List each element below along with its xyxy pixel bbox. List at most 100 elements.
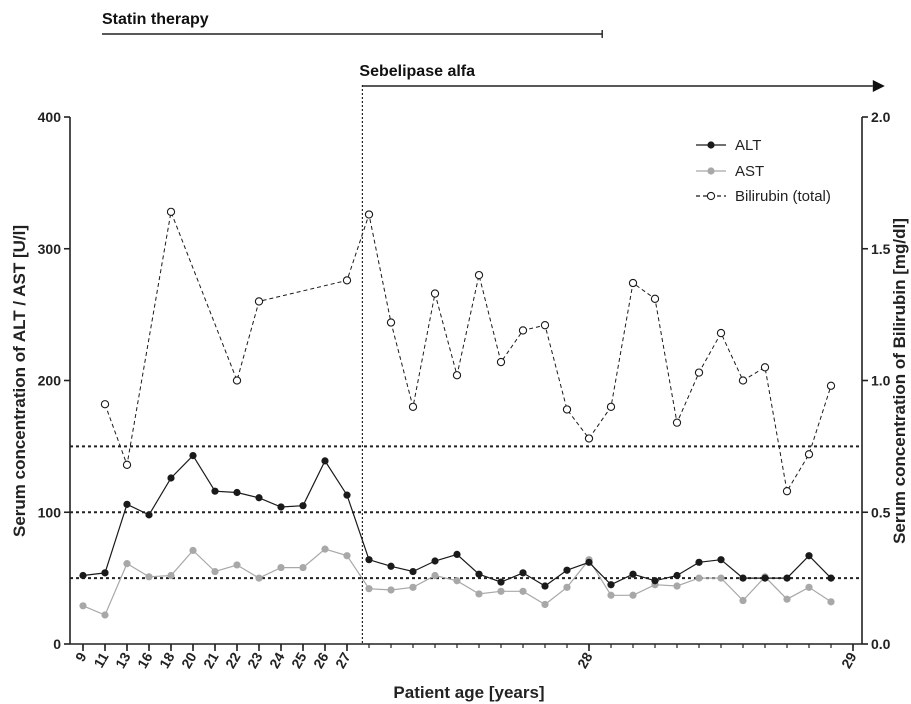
alt-point (783, 574, 791, 582)
legend: ALT AST Bilirubin (total) (696, 137, 831, 205)
alt-point (123, 500, 131, 508)
x-tick-label: 23 (244, 649, 266, 671)
therapy-label: Sebelipase alfa (359, 63, 475, 80)
bilirubin-point (738, 376, 748, 385)
alt-point (761, 574, 769, 582)
bilirubin-point (232, 376, 242, 385)
ast-point (79, 602, 87, 610)
bilirubin-point (628, 278, 638, 288)
x-axis-title: Patient age [years] (393, 683, 544, 702)
ast-point (673, 582, 681, 590)
alt-point (519, 569, 527, 577)
alt-point (563, 566, 571, 574)
ast-point (189, 546, 197, 555)
legend-label: AST (735, 163, 764, 180)
ast-point (783, 595, 791, 603)
right-tick-label: 1.5 (871, 241, 891, 257)
series-line-alt (82, 454, 832, 587)
x-tick-label: 28 (574, 649, 596, 671)
bilirubin-point (100, 400, 110, 409)
left-tick-label: 200 (38, 373, 62, 389)
ast-point (607, 591, 615, 599)
ast-point (167, 571, 175, 580)
bilirubin-point (540, 321, 550, 330)
alt-point (673, 571, 681, 580)
alt-point (255, 494, 263, 502)
ast-point (101, 611, 109, 619)
ast-point (299, 563, 307, 572)
ast-point (695, 574, 703, 582)
x-tick-label: 11 (90, 649, 111, 670)
bilirubin-point (584, 434, 594, 443)
ast-point (805, 583, 813, 591)
alt-point (717, 556, 725, 564)
bilirubin-point (694, 368, 704, 377)
ast-point (519, 587, 527, 595)
legend-label: Bilirubin (total) (735, 188, 831, 205)
alt-point (189, 451, 197, 460)
ast-point (431, 571, 439, 580)
ast-point (475, 590, 483, 598)
x-tick-label: 27 (332, 649, 354, 671)
ast-point (497, 587, 505, 595)
right-tick-label: 0.0 (871, 636, 891, 652)
x-tick-label: 22 (222, 649, 244, 671)
alt-point (321, 457, 329, 465)
ast-point (255, 574, 263, 582)
x-tick-label: 18 (156, 649, 178, 671)
alt-point (409, 567, 417, 576)
alt-point (79, 571, 87, 580)
left-tick-label: 300 (38, 241, 62, 257)
bilirubin-point (826, 381, 836, 390)
bilirubin-point (342, 276, 352, 285)
alt-point (233, 488, 241, 497)
series-layer (79, 207, 836, 619)
alt-point (805, 552, 813, 560)
alt-point (695, 558, 703, 566)
series-line-bilirubin-total- (104, 210, 832, 493)
alt-point (211, 487, 219, 495)
bilirubin-point (716, 328, 726, 338)
legend-marker (707, 167, 715, 175)
ast-point (343, 552, 351, 560)
x-tick-label: 25 (288, 649, 310, 671)
x-tick-label: 24 (266, 649, 288, 671)
right-tick-label: 2.0 (871, 109, 891, 125)
alt-point (299, 502, 307, 510)
bilirubin-point (606, 402, 616, 411)
right-tick-label: 1.0 (871, 373, 891, 389)
alt-point (167, 474, 175, 482)
ast-point (453, 577, 461, 585)
ast-point (409, 583, 417, 591)
alt-point (629, 570, 637, 578)
left-tick-label: 400 (38, 109, 62, 125)
reference-lines (70, 445, 862, 580)
left-axis-title: Serum concentration of ALT / AST [U/l] (10, 225, 29, 537)
alt-point (365, 556, 373, 564)
alt-point (739, 574, 747, 582)
ast-point (145, 573, 153, 581)
x-tick-label: 16 (134, 649, 156, 671)
legend-marker (707, 141, 715, 149)
legend-label: ALT (735, 137, 761, 154)
alt-point (387, 562, 395, 570)
legend-marker (706, 191, 716, 201)
alt-point (541, 582, 549, 590)
x-tick-label: 13 (112, 649, 134, 671)
x-tick-label: 21 (200, 649, 222, 671)
bilirubin-point (760, 363, 770, 372)
alt-point (651, 577, 659, 585)
left-tick-label: 100 (38, 504, 62, 520)
alt-point (431, 557, 439, 565)
x-tick-label: 26 (310, 649, 332, 671)
bilirubin-point (474, 270, 484, 280)
bilirubin-point (804, 450, 814, 459)
alt-point (827, 574, 835, 582)
bilirubin-point (386, 318, 396, 327)
bilirubin-point (782, 487, 792, 496)
ast-point (233, 561, 241, 569)
ast-point (321, 545, 329, 553)
therapy-arrow (872, 80, 885, 92)
x-tick-label: 9 (72, 649, 90, 664)
